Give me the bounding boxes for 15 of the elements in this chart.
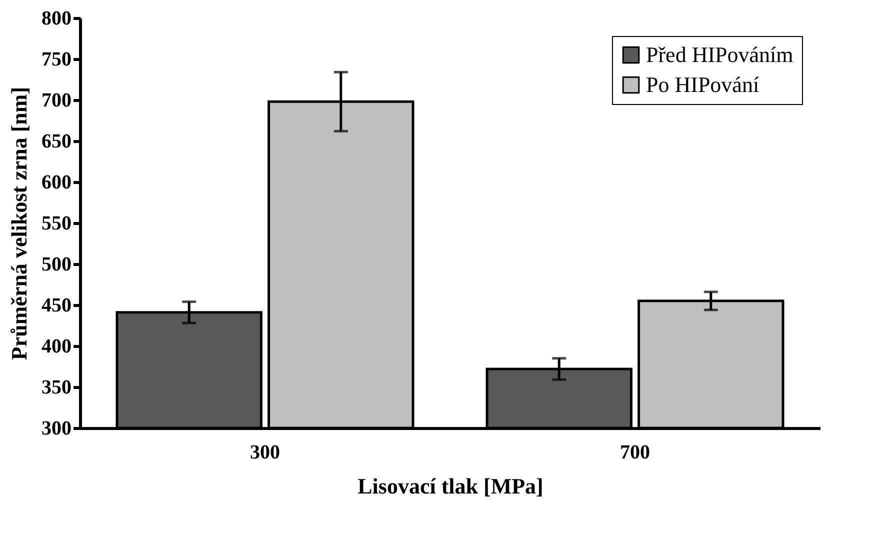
y-tick-label: 750 <box>42 48 72 70</box>
y-tick-label: 700 <box>42 90 72 112</box>
y-tick-label: 300 <box>42 418 72 440</box>
y-tick-label: 500 <box>42 254 72 276</box>
y-tick-label: 600 <box>42 172 72 194</box>
y-tick-label: 350 <box>42 376 72 398</box>
y-tick-label: 800 <box>42 8 72 30</box>
legend-label: Před HIPováním <box>646 42 794 67</box>
legend-label: Po HIPování <box>646 72 760 97</box>
y-axis-title: Průměrná velikost zrna [nm] <box>6 86 32 360</box>
y-tick-label: 650 <box>42 130 72 152</box>
x-axis-title: Lisovací tlak [MPa] <box>358 474 544 498</box>
y-tick-label: 550 <box>42 212 72 234</box>
y-tick-label: 450 <box>42 294 72 316</box>
y-tick-label: 400 <box>42 336 72 358</box>
